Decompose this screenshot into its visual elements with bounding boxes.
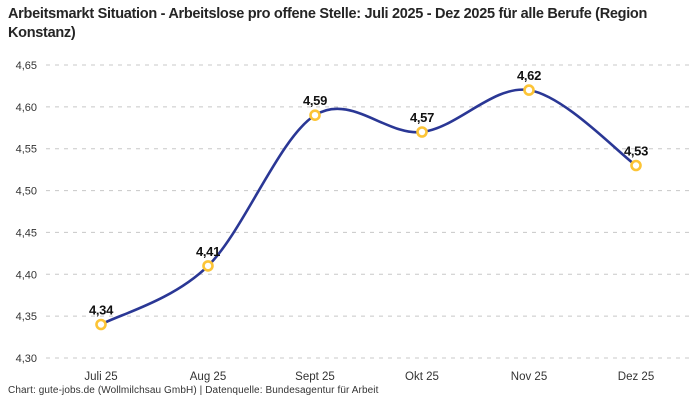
data-point-label: 4,62 [517, 68, 541, 83]
data-point-marker [202, 260, 214, 272]
y-tick-label: 4,45 [16, 227, 37, 239]
series-line [99, 88, 638, 326]
x-axis-label: Juli 25 [84, 371, 117, 383]
y-tick-label: 4,50 [16, 186, 37, 198]
x-axis-label: Nov 25 [511, 371, 547, 383]
data-point-marker [416, 126, 428, 138]
y-tick-label: 4,60 [16, 102, 37, 114]
data-point-marker [523, 84, 535, 96]
data-point-label: 4,41 [196, 244, 220, 259]
y-tick-label: 4,30 [16, 353, 37, 365]
chart-title: Arbeitsmarkt Situation - Arbeitslose pro… [8, 6, 648, 42]
data-point-label: 4,59 [303, 93, 327, 108]
x-axis-label: Aug 25 [190, 371, 226, 383]
x-axis-label: Okt 25 [405, 371, 439, 383]
data-point-label: 4,53 [624, 144, 648, 159]
data-point-marker [309, 109, 321, 121]
data-point-marker [630, 159, 642, 172]
x-axis-label: Dez 25 [618, 371, 654, 383]
y-tick-label: 4,35 [16, 311, 37, 323]
data-point-label: 4,57 [410, 110, 434, 125]
y-tick-label: 4,55 [16, 144, 37, 156]
y-tick-label: 4,40 [16, 269, 37, 281]
data-point-marker [95, 318, 107, 331]
chart-footer-credit: Chart: gute-jobs.de (Wollmilchsau GmbH) … [8, 385, 379, 396]
x-axis-label: Sept 25 [295, 371, 335, 383]
y-tick-label: 4,65 [16, 60, 37, 72]
data-point-label: 4,34 [89, 303, 114, 318]
